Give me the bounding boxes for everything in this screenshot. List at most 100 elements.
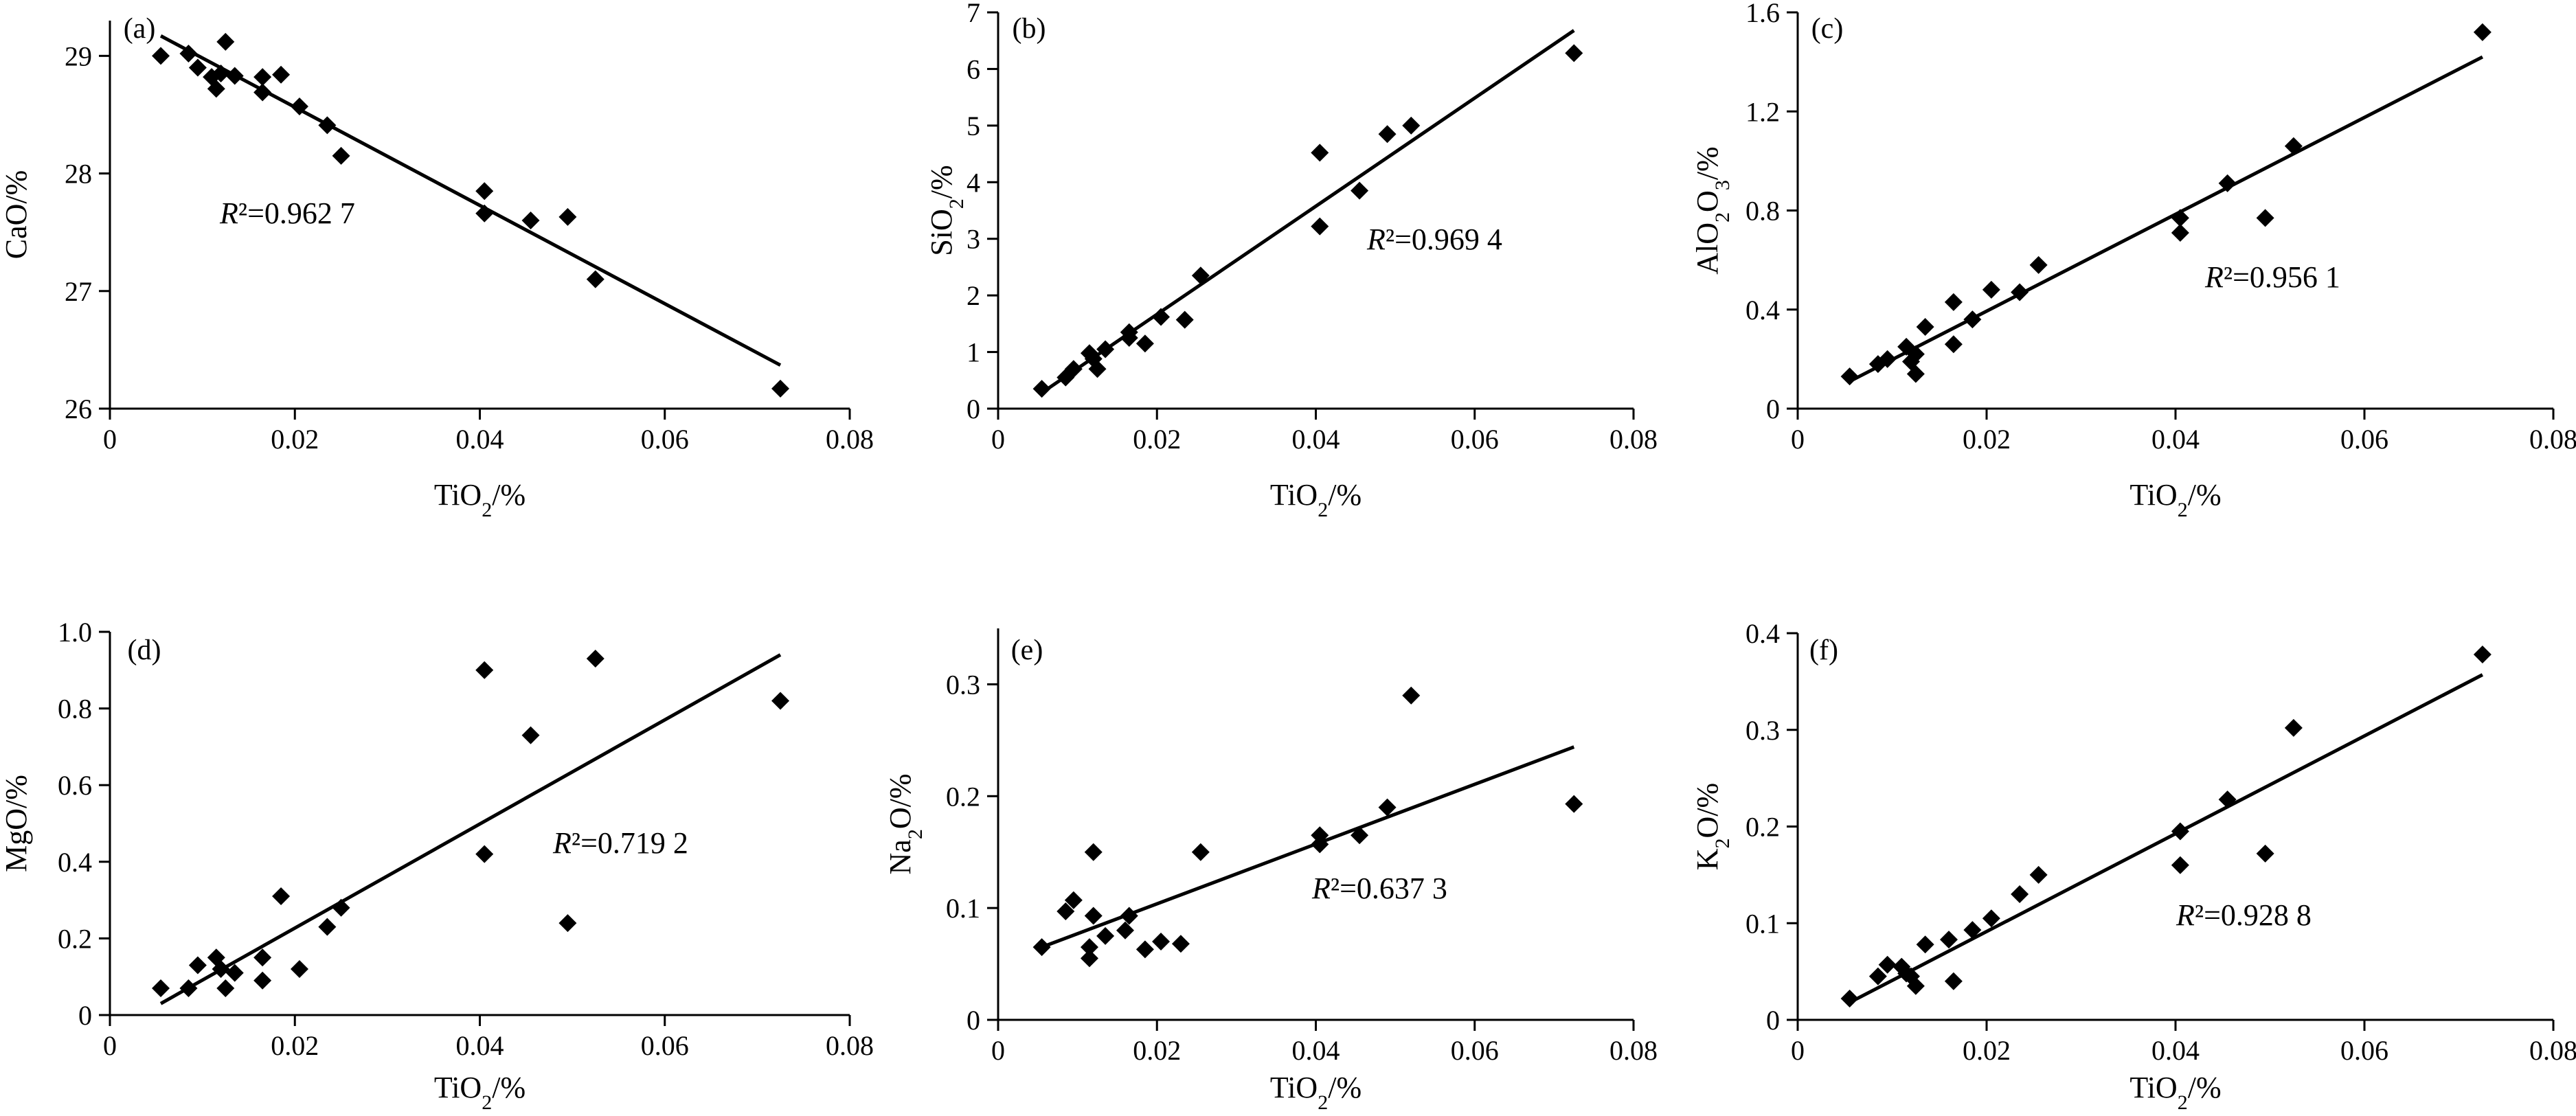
data-point [2256,209,2274,227]
data-point [1057,902,1075,921]
x-axis-label: TiO2/% [1270,478,1362,521]
data-point [558,914,577,933]
y-tick-label: 0 [1766,394,1780,424]
data-point [1311,217,1329,236]
data-point [253,971,272,990]
data-point [1171,935,1190,953]
y-axis-label: AlO2O3/% [1691,146,1734,274]
y-tick-label: 0.2 [58,923,92,954]
y-tick-label: 28 [65,159,92,190]
x-tick-label: 0.06 [1451,1035,1499,1066]
x-tick-label: 0.04 [2151,1035,2200,1066]
data-point [212,960,230,979]
data-point [1116,921,1134,940]
data-point [272,65,291,84]
y-tick-label: 0.1 [946,893,980,924]
r2-annotation: R²=0.637 3 [1311,872,1447,905]
data-point [771,379,790,398]
y-tick-label: 1.0 [58,617,92,648]
panel-b: 0 0.02 0.04 0.06 0.08 0 1 2 3 4 5 6 7 (b) R²=0.969 4 Ti… [925,0,1658,521]
data-point [1136,940,1154,959]
data-point [475,661,494,679]
data-point [1191,266,1210,285]
data-point [253,948,272,967]
panel-e: 0 0.02 0.04 0.06 0.08 0 0.1 0.2 0.3 (e) R²=0.637 3… [883,628,1658,1114]
data-point [152,979,170,997]
x-tick-label: 0.08 [2529,424,2576,455]
data-point [1152,933,1171,950]
y-axis-label: Na2O/% [883,774,927,875]
data-point [1378,798,1397,817]
y-tick-label: 26 [65,394,92,424]
data-point [1088,360,1107,378]
y-tick-label: 0.4 [58,847,92,878]
data-point [1064,891,1083,909]
x-tick-label: 0.06 [2340,424,2388,455]
y-tick-label: 5 [967,111,980,141]
data-point [558,207,577,226]
panel-label: (c) [1811,13,1844,45]
x-tick-label: 0.06 [641,1030,689,1061]
data-point [1944,335,1963,354]
data-point [1080,938,1098,957]
r2-annotation: R²=0.956 1 [2204,260,2340,294]
y-tick-label: 1 [967,337,980,368]
data-point [1878,955,1897,974]
x-tick-label: 0.04 [2151,424,2200,455]
data-point [1120,907,1138,925]
x-tick-label: 0 [103,424,117,455]
data-point [475,204,494,223]
data-point [2473,645,2492,663]
data-point [179,979,198,997]
data-point [1906,345,1925,363]
data-point [1916,935,1934,954]
y-tick-label: 0.3 [1745,715,1780,746]
data-point [1963,310,1982,329]
data-point [2218,790,2237,809]
y-tick-label: 3 [967,224,980,255]
data-point [1120,323,1138,341]
data-point [216,32,235,51]
y-tick-label: 0 [967,1005,980,1036]
x-tick-label: 0.02 [271,1030,319,1061]
x-tick-label: 0 [1791,424,1805,455]
data-point [1084,907,1103,925]
x-tick-label: 0 [1791,1035,1805,1066]
y-tick-label: 0 [78,1000,92,1031]
data-point [1311,144,1329,162]
data-point [1084,843,1103,861]
y-axis-label: SiO2/% [925,165,968,255]
data-point [1840,990,1859,1008]
y-tick-label: 2 [967,280,980,311]
panel-label: (f) [1809,635,1838,666]
y-axis-label: K2O/% [1691,783,1734,870]
panel-d: 0 0.02 0.04 0.06 0.08 0 0.2 0.4 0.6 0.8 1.0 (d) R²=0… [0,617,874,1114]
y-tick-label: 0.1 [1745,908,1780,939]
data-point [290,960,308,979]
data-point [2218,174,2237,192]
panel-label: (a) [124,13,156,45]
r2-annotation: R²=0.928 8 [2176,898,2312,932]
data-point [2473,23,2492,41]
data-point [1032,938,1051,957]
y-tick-label: 4 [967,167,980,198]
data-point [272,887,291,906]
r2-annotation: R²=0.969 4 [1366,223,1502,256]
data-point [216,979,235,997]
y-tick-label: 0 [967,394,980,424]
panel-c: 0 0.02 0.04 0.06 0.08 0 0.4 0.8 1.2 1.6 (c) R²=0.95… [1691,0,2576,521]
x-tick-label: 0.08 [826,424,874,455]
x-tick-label: 0.02 [1133,424,1181,455]
regression-line [1849,673,2484,1004]
data-point [1311,835,1329,854]
x-tick-label: 0.04 [1292,1035,1340,1066]
data-point [2171,856,2189,874]
data-point [188,956,207,975]
data-point [2171,223,2189,242]
data-point [2011,283,2029,301]
y-tick-label: 0.4 [1745,618,1780,649]
x-tick-label: 0.02 [271,424,319,455]
data-point [1402,686,1421,705]
data-point [1940,931,1958,949]
